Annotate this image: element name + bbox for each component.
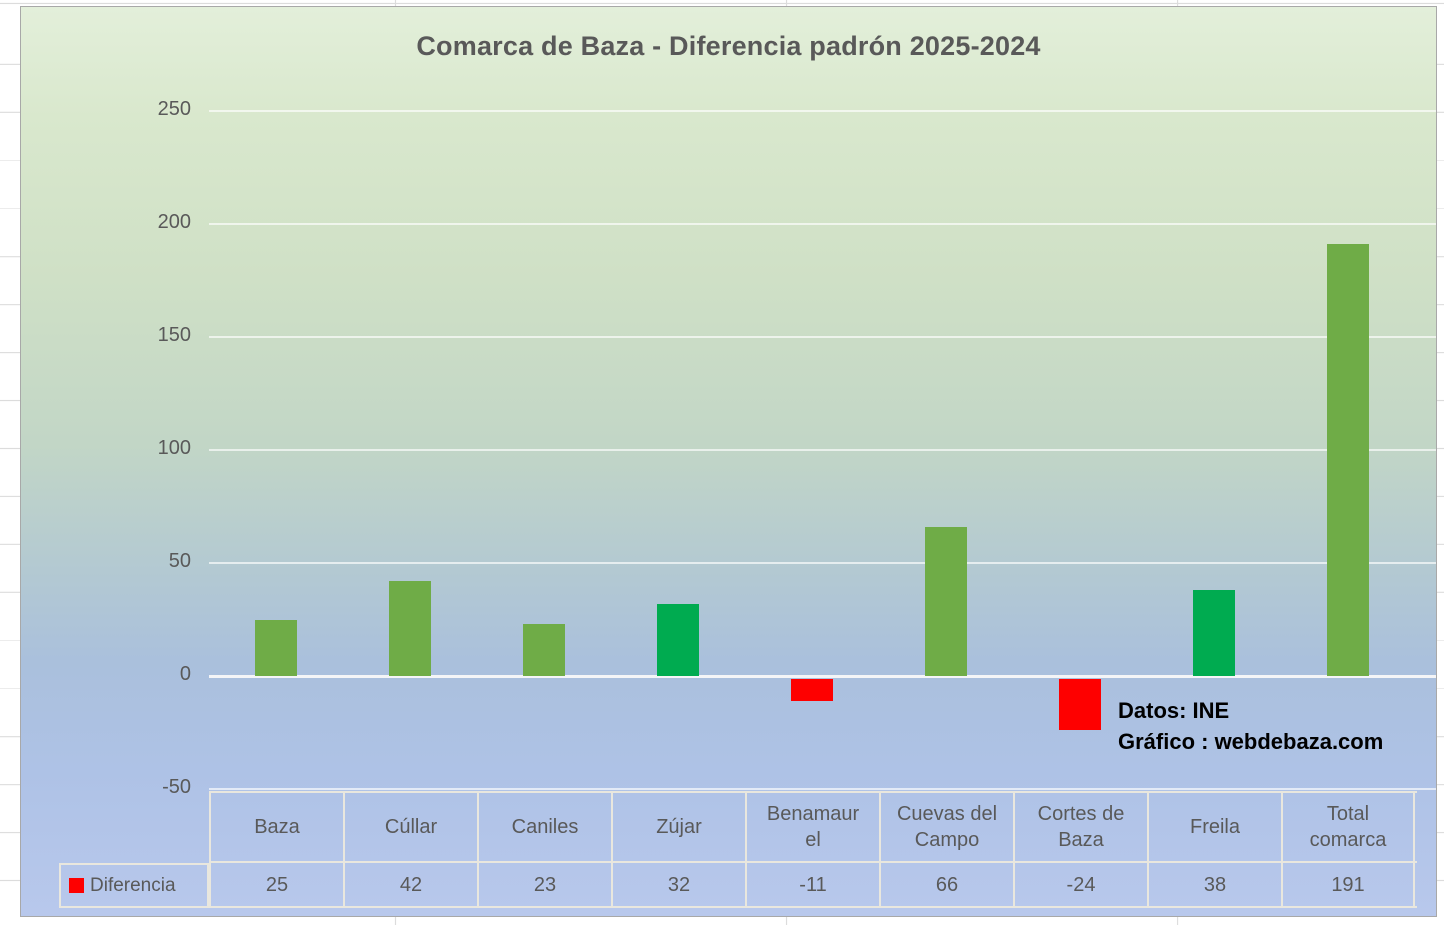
diferencia-bar[interactable] [791,679,833,701]
diferencia-bar[interactable] [1327,244,1369,676]
table-header-cell: Benamaur el [745,793,879,861]
legend-marker-icon [69,878,84,893]
gridline [209,110,1436,112]
data-table-value-row: 25 42 23 32 -11 66 -24 38 191 [209,863,1417,908]
diferencia-bar[interactable] [523,624,565,676]
table-value-cell: 38 [1147,863,1281,906]
y-axis-tick-label: 100 [157,437,191,459]
table-header-cell: Baza [209,793,343,861]
table-header-cell: Total comarca [1281,793,1415,861]
diferencia-bar[interactable] [925,526,967,676]
gridline [209,223,1436,225]
y-axis-tick-label: 50 [168,550,191,572]
y-axis-tick-label: -50 [162,776,191,798]
data-table-header-row: Baza Cúllar Caniles Zújar Benamaur el Cuevas … [209,791,1417,863]
table-value-cell: 25 [209,863,343,906]
gridline [209,788,1436,790]
table-header-cell: Freila [1147,793,1281,861]
diferencia-bar[interactable] [1193,590,1235,676]
chart-object[interactable]: Comarca de Baza - Diferencia padrón 2025… [20,6,1437,917]
legend-label: Diferencia [90,874,176,896]
y-axis-tick-label: 150 [157,324,191,346]
diferencia-bar[interactable] [657,603,699,676]
table-value-cell: 66 [879,863,1013,906]
source-annotation: Datos: INE Gráfico : webdebaza.com [1118,695,1383,757]
table-header-cell: Zújar [611,793,745,861]
table-header-cell: Cortes de Baza [1013,793,1147,861]
chart-title: Comarca de Baza - Diferencia padrón 2025… [416,31,1041,61]
legend-cell: Diferencia [59,863,209,908]
table-value-cell: -24 [1013,863,1147,906]
diferencia-bar[interactable] [389,581,431,676]
y-axis-tick-label: 200 [157,211,191,233]
table-value-cell: 32 [611,863,745,906]
diferencia-bar[interactable] [255,619,297,676]
annotation-line-datos: Datos: INE [1118,698,1230,723]
table-header-cell: Caniles [477,793,611,861]
table-header-cell: Cúllar [343,793,477,861]
table-value-cell: 23 [477,863,611,906]
table-header-cell: Cuevas del Campo [879,793,1013,861]
annotation-line-grafico: Gráfico : webdebaza.com [1118,729,1384,754]
gridline [209,562,1436,564]
y-axis-tick-label: 250 [157,98,191,120]
table-value-cell: -11 [745,863,879,906]
diferencia-bar[interactable] [1059,679,1101,731]
gridline [209,449,1436,451]
zero-gridline [209,675,1436,678]
y-axis-tick-label: 0 [179,663,191,685]
table-value-cell: 191 [1281,863,1415,906]
table-value-cell: 42 [343,863,477,906]
gridline [209,336,1436,338]
